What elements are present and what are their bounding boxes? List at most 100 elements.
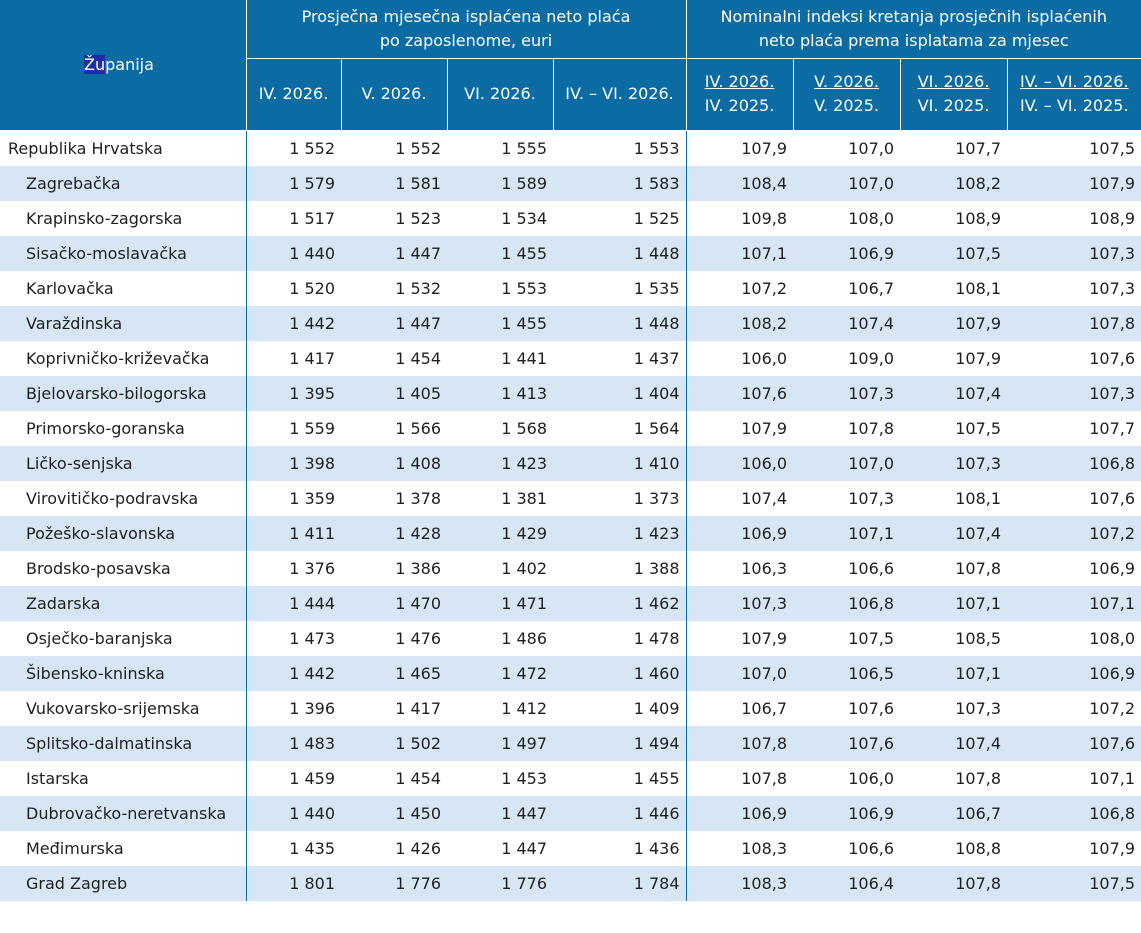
index-cell: 108,0 <box>1089 628 1136 648</box>
index-cell: 107,3 <box>900 445 1008 481</box>
index-cell: 107,1 <box>1089 768 1136 788</box>
net-wage-cell: 1 435 <box>289 838 335 858</box>
index-cell: 107,8 <box>741 768 788 788</box>
net-wage-cell: 1 534 <box>501 208 547 228</box>
net-wage-cell: 1 589 <box>447 165 553 201</box>
net-wage-cell: 1 486 <box>501 628 547 648</box>
index-cell: 107,3 <box>686 585 794 621</box>
index-cell: 108,2 <box>900 165 1008 201</box>
index-period-base: VI. 2025. <box>917 96 990 115</box>
table-row: Šibensko-kninska 1 442 1 465 1 472 1 460 107,… <box>0 655 1141 691</box>
index-cell: 106,4 <box>793 865 901 901</box>
index-cell: 107,3 <box>955 698 1002 718</box>
net-wage-cell: 1 520 <box>289 278 335 298</box>
table-row: Ličko-senjska 1 398 1 408 1 423 1 410 106,0 10… <box>0 445 1141 481</box>
table-body: Republika Hrvatska 1 552 1 552 1 555 1 553 10… <box>0 130 1141 901</box>
county-column-header[interactable]: Županija <box>0 0 247 131</box>
county-name: Osječko-baranjska <box>0 620 247 656</box>
table-row: Krapinsko-zagorska 1 517 1 523 1 534 1 525 10… <box>0 200 1141 236</box>
table-row: Istarska 1 459 1 454 1 453 1 455 107,8 106,0 10… <box>0 760 1141 796</box>
index-period-current: V. 2026. <box>814 72 879 91</box>
net-wage-cell: 1 559 <box>289 418 335 438</box>
county-name: Vukovarsko-srijemska <box>0 690 247 726</box>
index-cell: 108,9 <box>1089 208 1136 228</box>
table-row: Zadarska 1 444 1 470 1 471 1 462 107,3 106,8 10… <box>0 585 1141 621</box>
index-cell: 107,0 <box>793 165 901 201</box>
index-cell: 106,9 <box>686 515 794 551</box>
county-name: Primorsko-goranska <box>0 410 247 446</box>
index-cell: 107,7 <box>1089 418 1136 438</box>
index-cell: 107,3 <box>793 375 901 411</box>
index-cell: 107,8 <box>900 865 1008 901</box>
wages-table: Županija Prosječna mjesečna isplaćena ne… <box>0 0 1141 901</box>
index-cell: 106,0 <box>741 348 788 368</box>
county-name: Požeško-slavonska <box>0 515 247 551</box>
index-cell: 107,4 <box>900 375 1008 411</box>
net-wage-cell: 1 566 <box>395 418 441 438</box>
net-wage-cell: 1 552 <box>289 138 335 158</box>
index-cell: 107,8 <box>848 418 895 438</box>
net-wage-cell: 1 455 <box>447 305 553 341</box>
index-cell: 106,8 <box>1007 795 1141 831</box>
net-wage-cell: 1 535 <box>553 270 687 306</box>
period-header: VI. 2026. <box>447 58 554 131</box>
index-period-current: IV. 2026. <box>704 72 775 91</box>
table-row: Koprivničko-križevačka 1 417 1 454 1 441 1 4… <box>0 340 1141 376</box>
index-cell: 107,8 <box>686 725 794 761</box>
county-name: Koprivničko-križevačka <box>0 340 247 376</box>
index-cell: 107,4 <box>900 515 1008 551</box>
period-header: IV. – VI. 2026. <box>553 58 687 131</box>
index-cell: 107,4 <box>793 305 901 341</box>
net-wage-cell: 1 423 <box>553 515 687 551</box>
table-row: Zagrebačka 1 579 1 581 1 589 1 583 108,4 107,0… <box>0 165 1141 201</box>
net-wage-cell: 1 532 <box>395 278 441 298</box>
net-wage-cell: 1 525 <box>553 200 687 236</box>
net-wage-cell: 1 470 <box>341 585 447 621</box>
period-header: V. 2026. <box>341 58 448 131</box>
net-wage-cell: 1 373 <box>553 480 687 516</box>
net-wage-cell: 1 409 <box>553 690 687 726</box>
net-wage-cell: 1 402 <box>501 558 547 578</box>
net-wage-cell: 1 378 <box>395 488 441 508</box>
county-name: Međimurska <box>0 830 247 866</box>
net-wage-cell: 1 448 <box>553 305 687 341</box>
net-wage-group-header: Prosječna mjesečna isplaćena neto plaća … <box>246 0 687 59</box>
index-period-header: IV. 2026. IV. 2025. <box>686 58 794 131</box>
index-cell: 107,1 <box>686 235 794 271</box>
county-name: Brodsko-posavska <box>0 550 247 586</box>
index-cell: 106,9 <box>1007 655 1141 691</box>
index-cell: 108,9 <box>955 208 1002 228</box>
table-row: Primorsko-goranska 1 559 1 566 1 568 1 564 10… <box>0 410 1141 446</box>
index-cell: 107,7 <box>955 138 1002 158</box>
table-row-total: Republika Hrvatska 1 552 1 552 1 555 1 553 10… <box>0 130 1141 166</box>
index-cell: 107,2 <box>1089 698 1136 718</box>
index-cell: 107,3 <box>1089 278 1136 298</box>
period-header: IV. 2026. <box>246 58 342 131</box>
index-cell: 108,3 <box>741 838 788 858</box>
net-wage-cell: 1 494 <box>553 725 687 761</box>
net-wage-cell: 1 437 <box>553 340 687 376</box>
county-name: Dubrovačko-neretvanska <box>0 795 247 831</box>
index-cell: 106,8 <box>1007 445 1141 481</box>
net-wage-cell: 1 455 <box>553 760 687 796</box>
index-period-header: IV. – VI. 2026. IV. – VI. 2025. <box>1007 58 1141 131</box>
net-wage-cell: 1 784 <box>553 865 687 901</box>
index-cell: 107,1 <box>900 655 1008 691</box>
net-wage-cell: 1 460 <box>553 655 687 691</box>
index-cell: 107,5 <box>1089 138 1136 158</box>
index-cell: 106,8 <box>793 585 901 621</box>
index-cell: 106,7 <box>848 278 895 298</box>
index-cell: 106,5 <box>793 655 901 691</box>
net-wage-cell: 1 776 <box>341 865 447 901</box>
net-wage-cell: 1 398 <box>246 445 341 481</box>
index-period-current: IV. – VI. 2026. <box>1020 72 1129 91</box>
index-period-base: IV. 2025. <box>704 96 775 115</box>
net-wage-cell: 1 388 <box>553 550 687 586</box>
index-cell: 107,6 <box>1007 725 1141 761</box>
net-wage-cell: 1 442 <box>246 655 341 691</box>
net-wage-cell: 1 411 <box>246 515 341 551</box>
index-cell: 107,6 <box>848 698 895 718</box>
table-row: Dubrovačko-neretvanska 1 440 1 450 1 447 1 4… <box>0 795 1141 831</box>
net-wage-cell: 1 776 <box>447 865 553 901</box>
net-wage-cell: 1 517 <box>289 208 335 228</box>
